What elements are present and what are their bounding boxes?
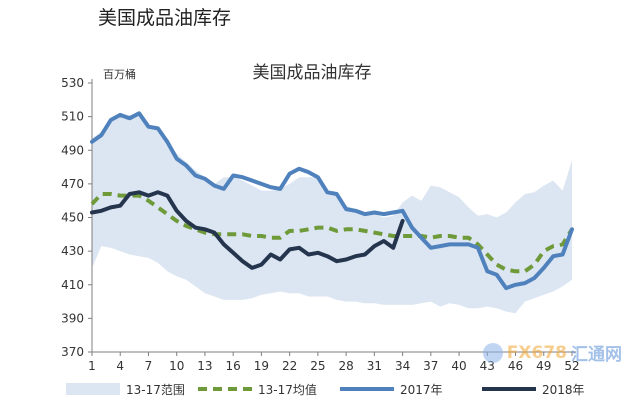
legend-label: 13-17范围 [126,383,185,397]
legend-swatch [66,383,120,395]
y-tick-label: 470 [61,177,84,191]
fx678-logo-icon [482,342,503,363]
y-tick-label: 410 [61,278,84,292]
axes: 370 390 410 430 450 470 490 510 530 1 4 7 10 13 16 19 22… [61,76,580,373]
series-line-2017年 [90,111,574,291]
x-tick-label: 16 [226,359,241,373]
x-tick-label: 43 [480,359,495,373]
y-tick-label: 530 [61,76,84,90]
x-tick-label: 10 [169,359,184,373]
unit-label: 百万桶 [103,67,136,81]
x-tick-label: 1 [88,359,96,373]
y-tick-label: 390 [61,311,84,325]
series-layer [90,111,574,291]
legend-label: 2018年 [542,383,585,397]
watermark: FX678 汇通网 [482,340,622,365]
series-line-13-17均值 [90,192,574,274]
page-title: 美国成品油库存 [98,7,232,29]
y-tick-label: 430 [61,244,84,258]
x-tick-label: 25 [310,359,325,373]
x-tick-label: 34 [395,359,410,373]
x-tick-label: 49 [536,359,551,373]
range-band-area [92,114,572,314]
watermark-fx: FX678 [506,342,567,363]
y-tick-label: 490 [61,143,84,157]
x-tick-label: 28 [338,359,353,373]
x-tick-label: 46 [508,359,523,373]
chart-title: 美国成品油库存 [253,63,372,83]
legend-label: 13-17均值 [258,382,317,397]
x-tick-label: 7 [145,359,153,373]
y-tick-label: 450 [61,211,84,225]
legend: 13-17范围 13-17均值 2017年 2018年 [66,382,585,397]
x-tick-label: 13 [197,359,212,373]
watermark-cn: 汇通网 [571,345,622,365]
x-tick-label: 40 [451,359,466,373]
series-line-2018年 [90,190,405,270]
y-tick-label: 370 [61,345,84,359]
legend-label: 2017年 [400,383,443,397]
x-tick-label: 52 [564,359,579,373]
x-tick-label: 31 [367,359,382,373]
x-tick-label: 19 [254,359,269,373]
range-band-layer [92,114,572,314]
x-tick-label: 22 [282,359,297,373]
y-tick-label: 510 [61,110,84,124]
x-tick-label: 4 [116,359,124,373]
x-tick-label: 37 [423,359,438,373]
